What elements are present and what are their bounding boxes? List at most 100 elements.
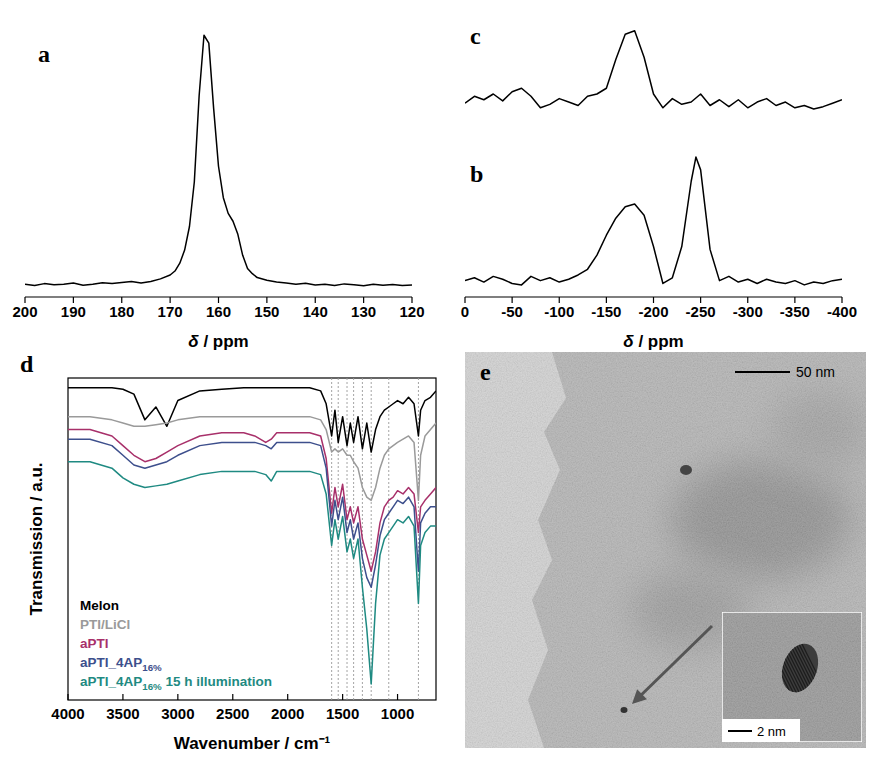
scale-bar-label: 50 nm [796, 364, 835, 380]
panel: 0-50-100-150-200-250-300-350-400δ / ppmb [461, 157, 857, 351]
text-run: 16% [142, 662, 162, 673]
lattice-line [746, 640, 776, 700]
lattice-line [800, 640, 830, 700]
text-run: 16% [142, 662, 162, 673]
text-run: Melon [80, 598, 119, 613]
legend-entry: Melon [80, 598, 119, 613]
text-run: δ / ppm [623, 332, 683, 351]
lattice-line [794, 640, 824, 700]
text-run: PTI/LiCl [80, 617, 130, 632]
inset [722, 612, 862, 742]
x-tick-label: 200 [12, 303, 37, 320]
x-tick-label: -250 [686, 303, 716, 320]
lattice-line [761, 640, 791, 700]
panel-letter: a [38, 41, 50, 67]
legend: Melon PTI/LiCl aPTI aPTI_4AP16%aPTI_4AP16% … [80, 598, 272, 692]
plot-area [465, 157, 842, 285]
tem-background [465, 352, 866, 748]
x-tick-label: -400 [827, 303, 857, 320]
plot-area [465, 31, 842, 109]
panel: 4000350030002500200015001000Wavenumber /… [20, 351, 436, 753]
spectrum-line [25, 35, 412, 285]
lattice-line [743, 640, 773, 700]
panel: c [465, 23, 842, 109]
spectrum-line [68, 439, 436, 587]
text-run: aPTI_4AP [80, 674, 142, 689]
lattice-line [785, 640, 815, 700]
text-run: Melon [80, 598, 119, 613]
x-tick-label: 2000 [271, 705, 304, 722]
x-tick-label: 160 [206, 303, 231, 320]
x-tick-label: 150 [254, 303, 279, 320]
lattice-line [791, 640, 821, 700]
text-run: / ppm [199, 332, 249, 351]
text-run: / ppm [634, 332, 684, 351]
text-run: 15 h illumination [162, 674, 272, 689]
y-axis-title: Transmission / a.u. [27, 462, 46, 615]
lattice-line [782, 640, 812, 700]
lattice [740, 640, 830, 700]
x-tick-label: 3500 [106, 705, 139, 722]
x-tick-label: -50 [501, 303, 523, 320]
scale-bar [735, 371, 790, 373]
lattice-line [797, 640, 827, 700]
legend-entry: aPTI_4AP16% 15 h illumination [80, 674, 272, 692]
x-tick [342, 694, 343, 700]
x-tick-label: -200 [638, 303, 668, 320]
x-tick [287, 694, 288, 700]
text-run: 16% [142, 681, 162, 692]
x-tick [67, 694, 68, 700]
x-axis-title: δ / ppm [623, 332, 683, 351]
x-tick [232, 694, 233, 700]
inset-texture [722, 612, 862, 742]
arrow [639, 626, 712, 697]
inset-label-patch [722, 719, 800, 742]
panel-letter: e [480, 359, 491, 385]
x-tick [177, 694, 178, 700]
scale-bar-label: 2 nm [757, 724, 786, 739]
text-run: aPTI [80, 636, 109, 651]
lattice-line [764, 640, 794, 700]
panel-letter: d [20, 351, 34, 377]
x-tick-label: -350 [780, 303, 810, 320]
legend-entry: PTI/LiCl [80, 617, 130, 632]
lattice-line [752, 640, 782, 700]
text-run: aPTI_4AP [80, 655, 142, 670]
inset-border [722, 612, 862, 742]
text-run: δ / ppm [188, 332, 248, 351]
x-tick-label: 1500 [326, 705, 359, 722]
lattice-line [788, 640, 818, 700]
scale-bar [728, 730, 752, 732]
text-run: PTI/LiCl [80, 617, 130, 632]
spectrum-line [465, 31, 842, 109]
text-run: aPTI_4AP [80, 655, 142, 670]
figure: 200190180170160150140130120δ / ppmac0-50… [0, 0, 871, 760]
spectrum-line [68, 462, 436, 684]
x-tick-label: 4000 [51, 705, 84, 722]
legend-entry: aPTI_4AP16% [80, 655, 162, 673]
x-tick-label: 120 [399, 303, 424, 320]
x-axis-title: Wavenumber / cm⁻¹ [174, 734, 331, 753]
x-tick-label: 0 [461, 303, 469, 320]
spectrum-line [465, 157, 842, 285]
text-run: δ [188, 332, 199, 351]
panel-letter: c [470, 23, 481, 49]
text-run: Transmission / a.u. [27, 462, 46, 615]
x-tick [122, 694, 123, 700]
lattice-line [755, 640, 785, 700]
x-tick-label: 140 [303, 303, 328, 320]
lattice-line [767, 640, 797, 700]
x-tick-label: -100 [544, 303, 574, 320]
tem-image [465, 352, 866, 748]
x-tick-label: 180 [109, 303, 134, 320]
x-tick-label: -300 [733, 303, 763, 320]
x-tick-label: 3000 [161, 705, 194, 722]
x-tick [397, 694, 398, 700]
lattice-line [749, 640, 779, 700]
tem-texture [465, 352, 866, 748]
x-tick-label: 170 [158, 303, 183, 320]
plot-area [25, 35, 412, 285]
plot-frame [68, 378, 436, 700]
text-run: 16% [142, 681, 162, 692]
guide-line [347, 378, 348, 700]
